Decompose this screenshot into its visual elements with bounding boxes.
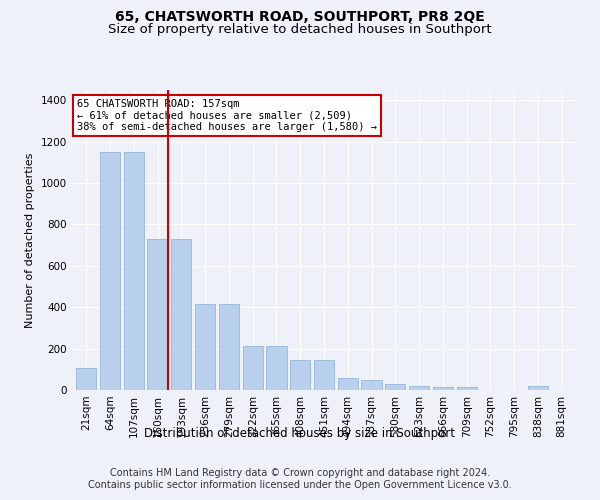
Text: 65 CHATSWORTH ROAD: 157sqm
← 61% of detached houses are smaller (2,509)
38% of s: 65 CHATSWORTH ROAD: 157sqm ← 61% of deta… [77,99,377,132]
Bar [242,346,263,390]
Bar [433,387,453,390]
Text: Contains HM Land Registry data © Crown copyright and database right 2024.
Contai: Contains HM Land Registry data © Crown c… [88,468,512,490]
Bar [171,239,191,390]
Bar [219,304,239,390]
Bar [409,386,429,390]
Bar [124,152,144,390]
Bar [528,386,548,390]
Text: 65, CHATSWORTH ROAD, SOUTHPORT, PR8 2QE: 65, CHATSWORTH ROAD, SOUTHPORT, PR8 2QE [115,10,485,24]
Bar [457,387,477,390]
Bar [314,360,334,390]
Y-axis label: Number of detached properties: Number of detached properties [25,152,35,328]
Bar [338,378,358,390]
Bar [290,360,310,390]
Bar [100,152,120,390]
Text: Size of property relative to detached houses in Southport: Size of property relative to detached ho… [108,22,492,36]
Bar [195,304,215,390]
Text: Distribution of detached houses by size in Southport: Distribution of detached houses by size … [145,428,455,440]
Bar [361,380,382,390]
Bar [76,368,97,390]
Bar [385,384,406,390]
Bar [148,239,167,390]
Bar [266,346,287,390]
